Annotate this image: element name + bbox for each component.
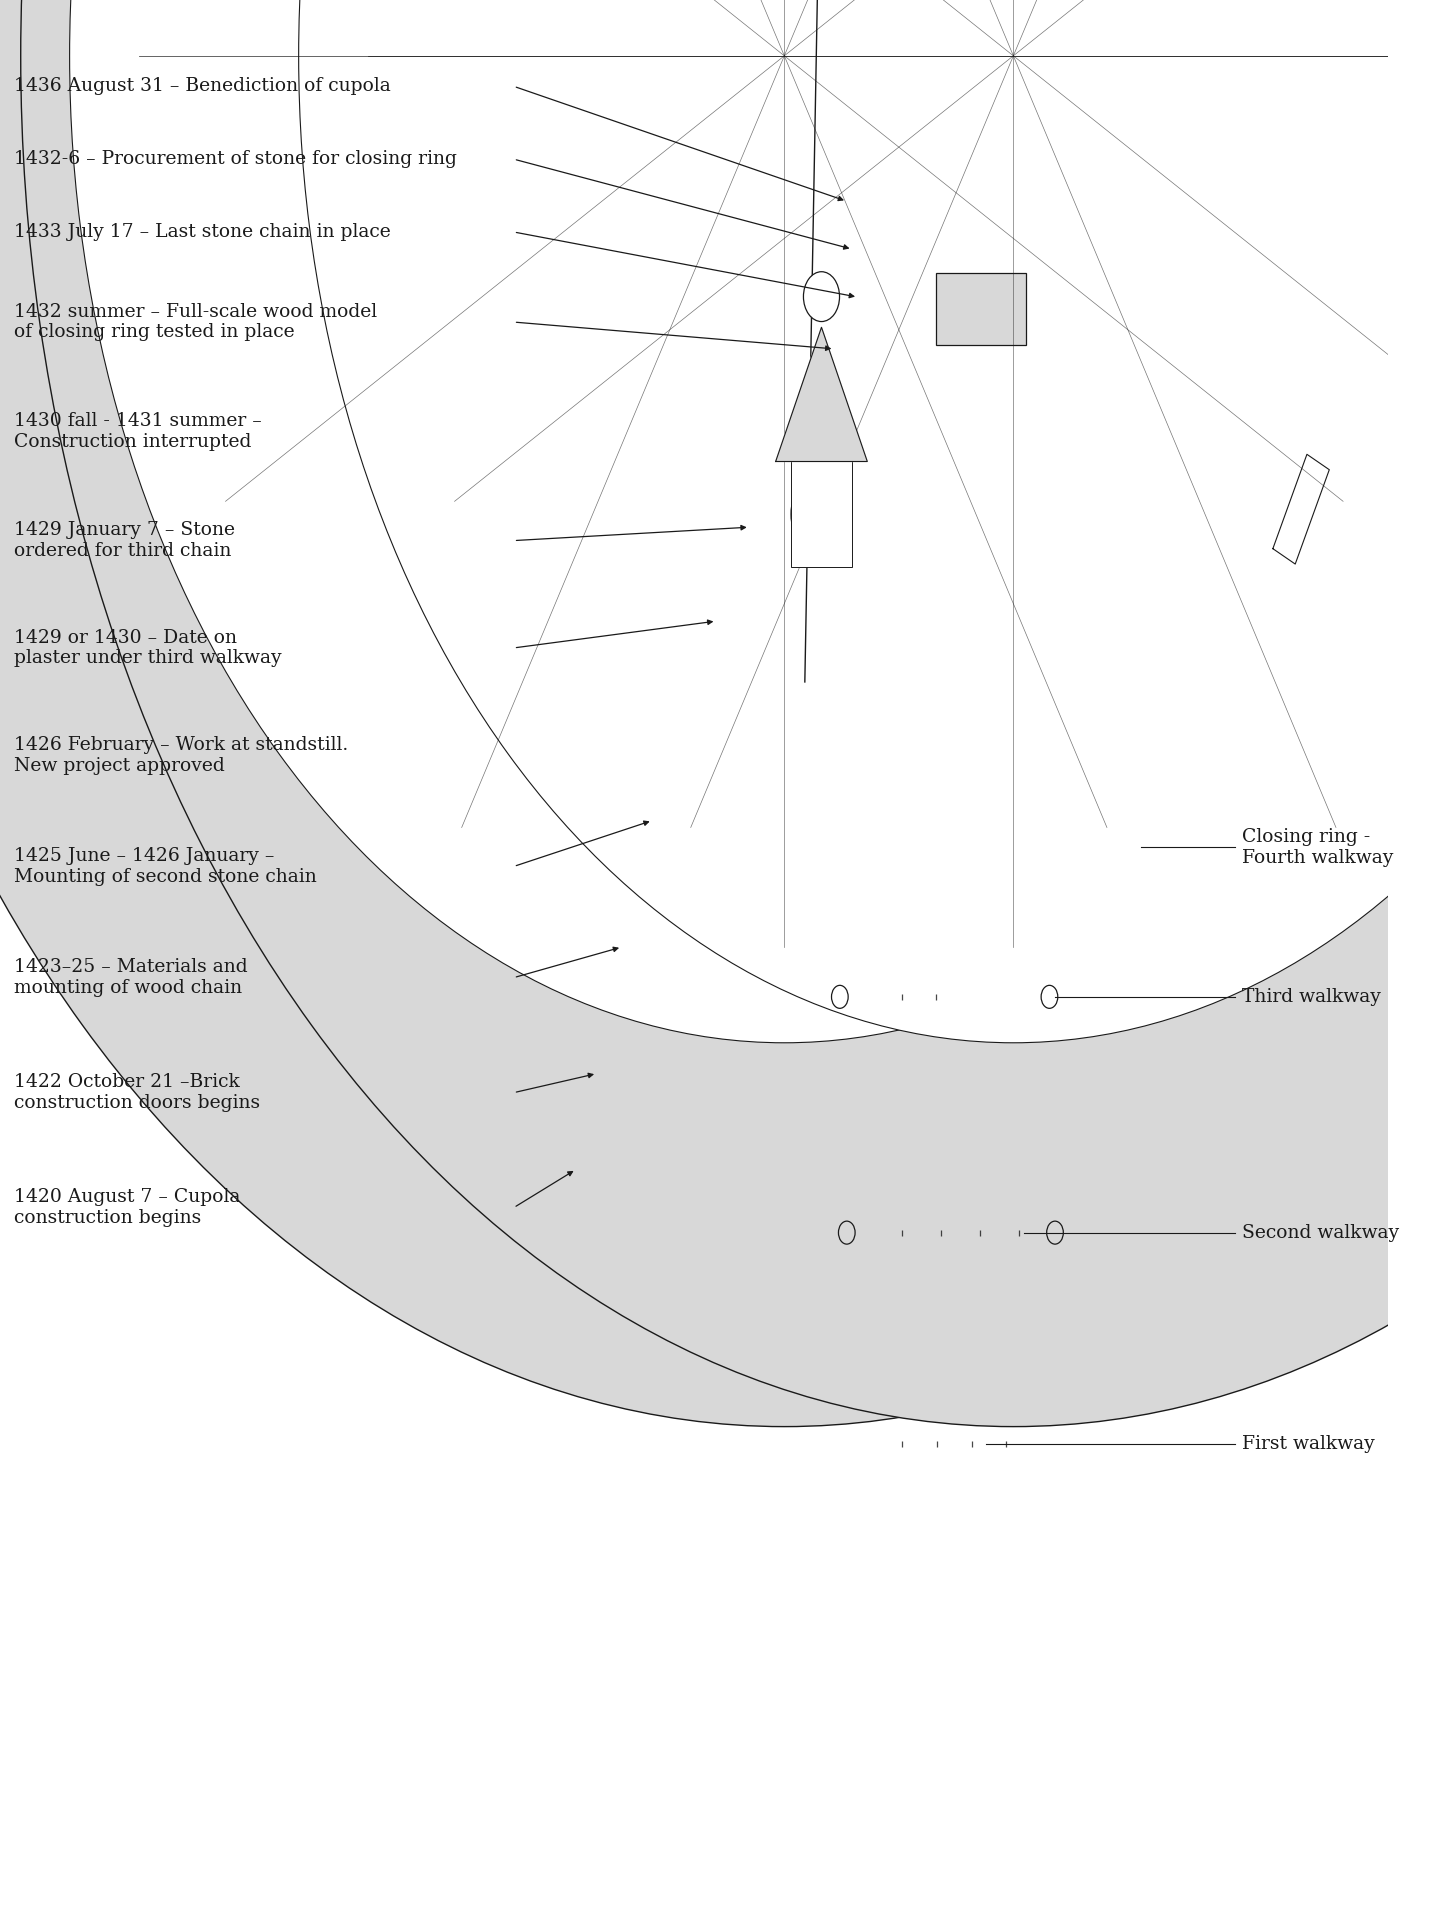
Circle shape	[70, 0, 1429, 1043]
Text: 1422 October 21 –Brick
construction doors begins: 1422 October 21 –Brick construction door…	[14, 1074, 260, 1112]
Bar	[813, 236, 842, 454]
Polygon shape	[776, 328, 867, 462]
Text: 1420 August 7 – Cupola
construction begins: 1420 August 7 – Cupola construction begi…	[14, 1189, 240, 1227]
Bar	[813, 236, 1416, 454]
Bar	[1245, 255, 1259, 435]
Circle shape	[803, 272, 839, 322]
Text: 1430 fall - 1431 summer –
Construction interrupted: 1430 fall - 1431 summer – Construction i…	[14, 412, 262, 450]
Polygon shape	[1273, 454, 1329, 564]
Bar	[1382, 255, 1395, 435]
Text: 1429 January 7 – Stone
ordered for third chain: 1429 January 7 – Stone ordered for third…	[14, 521, 234, 560]
Text: First walkway: First walkway	[1242, 1434, 1375, 1453]
Circle shape	[0, 0, 1429, 1426]
Text: Third walkway: Third walkway	[1242, 987, 1382, 1006]
Bar	[1388, 236, 1416, 454]
Bar	[835, 255, 849, 435]
Circle shape	[20, 0, 1429, 1426]
Text: 1426 February – Work at standstill.
New project approved: 1426 February – Work at standstill. New …	[14, 736, 349, 774]
Text: 1423–25 – Materials and
mounting of wood chain: 1423–25 – Materials and mounting of wood…	[14, 958, 247, 997]
Circle shape	[299, 0, 1429, 1043]
Bar	[1107, 255, 1122, 435]
Text: 1432-6 – Procurement of stone for closing ring: 1432-6 – Procurement of stone for closin…	[14, 150, 457, 169]
Polygon shape	[982, 249, 1248, 378]
Text: 1433 July 17 – Last stone chain in place: 1433 July 17 – Last stone chain in place	[14, 222, 390, 242]
Text: 1429 or 1430 – Date on
plaster under third walkway: 1429 or 1430 – Date on plaster under thi…	[14, 629, 282, 667]
Bar	[790, 462, 852, 567]
Text: 1432 summer – Full-scale wood model
of closing ring tested in place: 1432 summer – Full-scale wood model of c…	[14, 303, 377, 341]
Circle shape	[790, 472, 852, 556]
Text: Closing ring -
Fourth walkway: Closing ring - Fourth walkway	[1242, 828, 1393, 866]
Bar	[972, 255, 985, 435]
Text: Second walkway: Second walkway	[1242, 1223, 1399, 1242]
Text: 1425 June – 1426 January –
Mounting of second stone chain: 1425 June – 1426 January – Mounting of s…	[14, 847, 317, 886]
Text: 1436 August 31 – Benediction of cupola: 1436 August 31 – Benediction of cupola	[14, 77, 390, 96]
Bar	[936, 272, 1026, 345]
Polygon shape	[842, 0, 1429, 845]
